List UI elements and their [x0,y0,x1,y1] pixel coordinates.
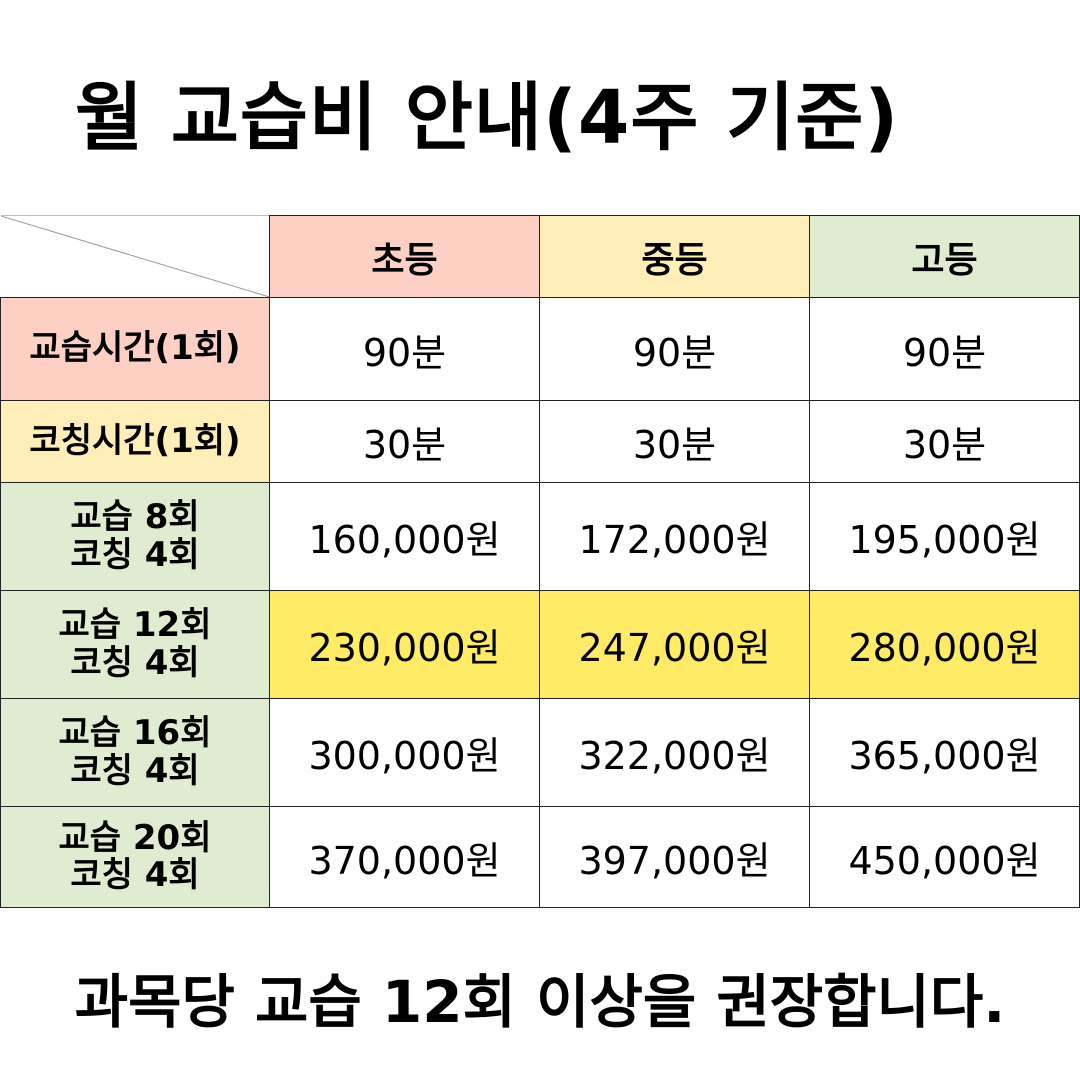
cell-lesson-time-high: 90분 [809,297,1080,401]
table-header-row: 초등 중등 고등 [0,215,1080,298]
row-label-plan-16-lessons: 교습 16회 [58,713,212,754]
cell-plan-20-elementary: 370,000원 [269,806,540,908]
cell-lesson-time-middle: 90분 [539,297,810,401]
row-label-plan-8-coaching: 코칭 4회 [70,534,200,575]
col-header-middle: 중등 [539,215,810,298]
cell-plan-8-high: 195,000원 [809,482,1080,591]
row-label-coaching-time: 코칭시간(1회) [0,400,270,483]
row-label-plan-20-coaching: 코칭 4회 [70,855,200,895]
cell-plan-12-elementary: 230,000원 [269,590,540,699]
row-label-plan-8: 교습 8회 코칭 4회 [0,482,270,591]
row-label-plan-16: 교습 16회 코칭 4회 [0,698,270,807]
table-row: 코칭시간(1회) 30분 30분 30분 [0,400,1080,483]
fee-table: 초등 중등 고등 교습시간(1회) 90분 90분 90분 코칭시간(1회) 3… [0,215,1080,908]
cell-plan-16-high: 365,000원 [809,698,1080,807]
cell-coaching-time-elementary: 30분 [269,400,540,483]
row-label-plan-12-lessons: 교습 12회 [58,605,212,646]
cell-plan-20-high: 450,000원 [809,806,1080,908]
cell-lesson-time-elementary: 90분 [269,297,540,401]
cell-plan-12-middle: 247,000원 [539,590,810,699]
cell-plan-8-elementary: 160,000원 [269,482,540,591]
table-row: 교습 16회 코칭 4회 300,000원 322,000원 365,000원 [0,698,1080,807]
cell-plan-8-middle: 172,000원 [539,482,810,591]
table-row: 교습 12회 코칭 4회 230,000원 247,000원 280,000원 [0,590,1080,699]
cell-plan-20-middle: 397,000원 [539,806,810,908]
cell-plan-16-middle: 322,000원 [539,698,810,807]
cell-plan-12-high: 280,000원 [809,590,1080,699]
col-header-elementary: 초등 [269,215,540,298]
cell-plan-16-elementary: 300,000원 [269,698,540,807]
row-label-plan-8-lessons: 교습 8회 [70,497,200,538]
recommendation-note: 과목당 교습 12회 이상을 권장합니다. [74,968,1006,1036]
page-title: 월 교습비 안내(4주 기준) [75,75,900,161]
row-label-plan-16-coaching: 코칭 4회 [70,750,200,791]
row-label-plan-20-lessons: 교습 20회 [58,817,212,858]
row-label-lesson-time: 교습시간(1회) [0,297,270,401]
row-label-plan-12: 교습 12회 코칭 4회 [0,590,270,699]
table-row: 교습 8회 코칭 4회 160,000원 172,000원 195,000원 [0,482,1080,591]
table-row: 교습 20회 코칭 4회 370,000원 397,000원 450,000원 [0,806,1080,908]
table-row: 교습시간(1회) 90분 90분 90분 [0,297,1080,401]
cell-coaching-time-middle: 30분 [539,400,810,483]
row-label-plan-20: 교습 20회 코칭 4회 [0,806,270,908]
cell-coaching-time-high: 30분 [809,400,1080,483]
col-header-high: 고등 [809,215,1080,298]
diagonal-divider [0,216,269,297]
corner-cell [0,215,270,298]
row-label-plan-12-coaching: 코칭 4회 [70,642,200,683]
